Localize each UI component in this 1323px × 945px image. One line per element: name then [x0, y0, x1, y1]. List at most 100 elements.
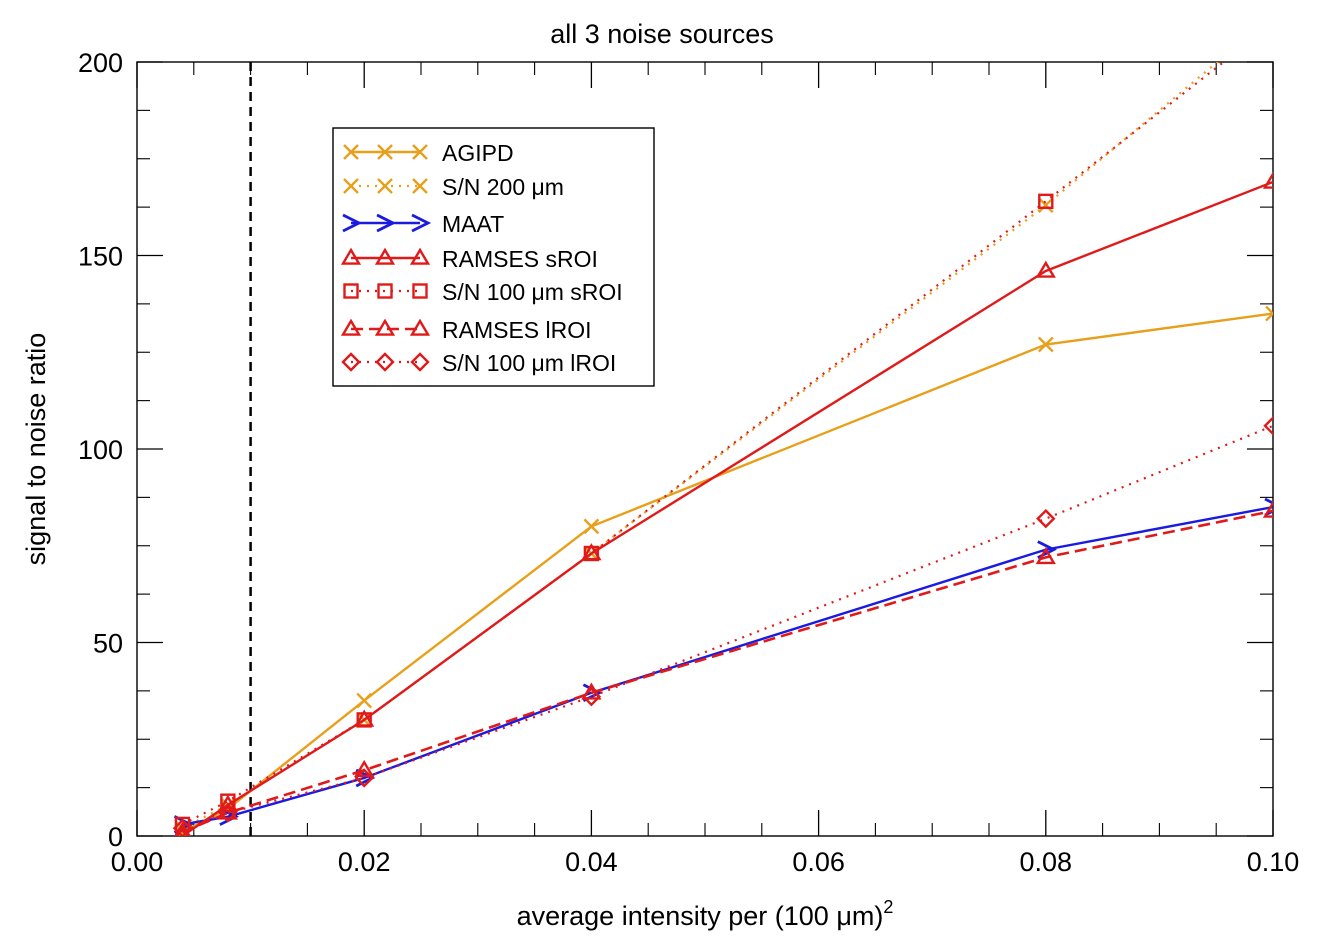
x-tick-label: 0.02 — [338, 847, 391, 877]
x-axis-label-superscript: 2 — [883, 897, 893, 917]
legend-entry: S/N 100 μm lROI — [341, 350, 616, 376]
x-marker-shape — [343, 178, 359, 194]
legend-entry: MAAT — [342, 211, 504, 237]
triangle-marker-shape — [374, 318, 396, 336]
data-point — [356, 692, 373, 709]
legend-label: S/N 200 μm — [442, 174, 564, 200]
data-point — [583, 545, 600, 562]
legend-marker — [412, 144, 428, 160]
triangle-marker-shape — [340, 318, 362, 336]
data-point — [1267, 17, 1280, 30]
diamond-marker-shape — [172, 818, 193, 836]
triangle-marker-shape — [1262, 171, 1273, 189]
x-marker-shape — [343, 144, 359, 160]
legend-label: MAAT — [442, 211, 504, 237]
y-tick-label: 50 — [93, 629, 123, 659]
legend-label: RAMSES sROI — [442, 246, 598, 272]
series-6 — [172, 416, 1273, 836]
legend: AGIPD S/N 200 μm MAAT RAMSES sROI S/N 100 μm… — [332, 127, 655, 387]
legend-marker — [412, 178, 428, 194]
legend-marker — [412, 283, 428, 299]
x-marker-shape — [1265, 305, 1273, 322]
legend-marker — [340, 318, 362, 336]
y-tick-label: 100 — [78, 435, 123, 465]
series-line — [181, 312, 1273, 834]
chart-title: all 3 noise sources — [550, 19, 774, 49]
diamond-marker-shape — [410, 352, 430, 372]
legend-marker — [341, 352, 361, 372]
plot-frame — [136, 61, 1274, 837]
x-marker-shape — [412, 178, 428, 194]
data-point — [176, 825, 189, 836]
legend-marker — [343, 144, 359, 160]
legend-marker — [374, 247, 396, 265]
x-axis-label-main: average intensity per (100 μm) — [517, 901, 884, 931]
legend-entry: RAMSES sROI — [340, 246, 598, 272]
legend-entry: RAMSES lROI — [340, 317, 592, 343]
x-tick-label: 0.04 — [565, 847, 618, 877]
legend-label: AGIPD — [442, 140, 514, 166]
series-4 — [174, 17, 1280, 833]
square-marker-shape — [377, 283, 393, 299]
series-2 — [173, 497, 1273, 834]
x-marker-shape — [377, 178, 393, 194]
x-tick-label: 0.08 — [1020, 847, 1073, 877]
triangle-marker-shape — [340, 247, 362, 265]
square-marker-shape — [412, 283, 428, 299]
data-point — [1035, 546, 1056, 565]
diamond-marker-shape — [354, 768, 374, 788]
legend-marker — [377, 144, 393, 160]
x-tick-label: 0.10 — [1247, 847, 1300, 877]
diamond-marker-shape — [1036, 508, 1056, 529]
data-point — [1037, 197, 1054, 214]
triangle-marker-shape — [354, 759, 375, 778]
triangle-marker-shape — [217, 794, 238, 812]
x-tick-label: 0.06 — [792, 847, 845, 877]
y-tick-label: 0 — [108, 822, 123, 852]
x-marker-shape — [356, 692, 373, 709]
square-marker-shape — [583, 545, 600, 562]
triangle-marker-shape — [217, 802, 238, 820]
data-point — [356, 712, 372, 728]
x-axis-label: average intensity per (100 μm)2 — [517, 897, 894, 931]
diamond-marker-shape — [581, 686, 602, 707]
square-marker-shape — [1267, 17, 1280, 30]
data-point — [1037, 336, 1054, 353]
y-axis-label: signal to noise ratio — [21, 333, 51, 566]
legend-marker — [409, 318, 431, 336]
legend-marker — [343, 283, 359, 299]
triangle-marker-shape — [1035, 546, 1056, 565]
series-5 — [174, 500, 1273, 836]
arrow-marker-shape — [411, 213, 432, 233]
x-marker-shape — [377, 144, 393, 160]
data-point — [1035, 260, 1056, 278]
diamond-marker-shape — [1263, 416, 1273, 436]
square-marker-shape — [220, 793, 236, 809]
data-point — [1265, 305, 1273, 322]
arrow-marker-shape — [376, 213, 397, 233]
data-point — [217, 802, 238, 820]
legend-marker — [342, 213, 363, 233]
legend-marker — [374, 318, 396, 336]
series-line — [182, 424, 1273, 830]
data-point — [354, 768, 374, 788]
data-point — [220, 793, 236, 809]
legend-label: S/N 100 μm lROI — [442, 350, 616, 376]
legend-marker — [377, 178, 393, 194]
legend-entry: S/N 200 μm — [343, 174, 564, 200]
triangle-marker-shape — [374, 247, 396, 265]
data-point — [1262, 500, 1273, 518]
legend-marker — [410, 352, 430, 372]
square-marker-shape — [1038, 193, 1054, 210]
legend-marker — [343, 178, 359, 194]
data-point — [1038, 193, 1054, 210]
triangle-marker-shape — [409, 247, 431, 265]
arrow-marker-shape — [342, 213, 363, 233]
series-layer — [172, 17, 1280, 836]
triangle-marker-shape — [176, 825, 189, 836]
x-marker-shape — [1037, 197, 1054, 214]
data-point — [218, 803, 238, 823]
x-tick-label: 0.00 — [111, 847, 164, 877]
data-point — [1263, 416, 1273, 436]
legend-marker — [411, 213, 432, 233]
